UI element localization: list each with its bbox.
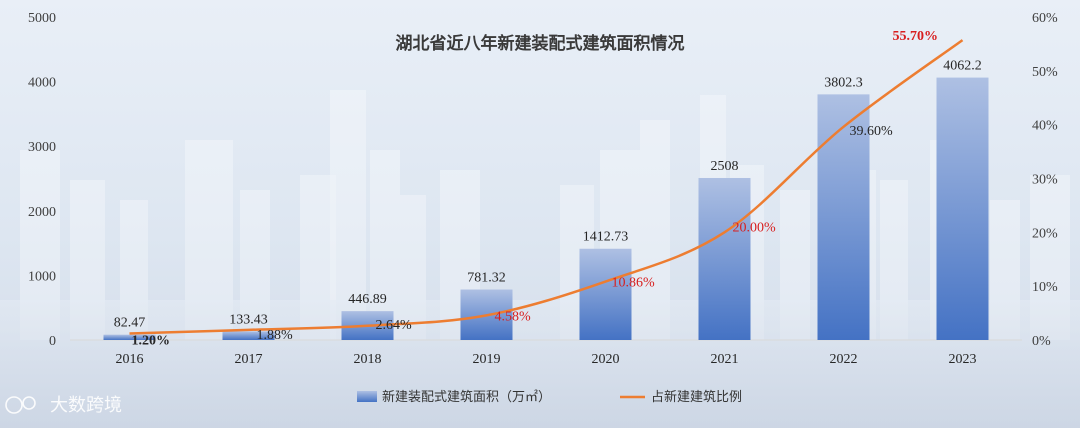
bar — [698, 177, 751, 340]
bar-value-label: 446.89 — [348, 292, 387, 307]
x-tick-label: 2016 — [116, 352, 144, 367]
bar-value-labels: 82.47 133.43 446.89 781.32 1412.73 2508 3802.3… — [114, 59, 982, 331]
percentage-label: 55.70% — [893, 29, 939, 44]
bar-value-label: 2508 — [711, 159, 739, 174]
bar — [817, 94, 870, 340]
legend: 新建装配式建筑面积（万㎡） 占新建建筑比例 — [357, 389, 742, 405]
bar-value-label: 3802.3 — [824, 75, 863, 90]
percentage-label: 1.20% — [132, 334, 171, 349]
bar — [579, 248, 632, 340]
percentage-label: 10.86% — [612, 276, 656, 291]
logo-icon — [5, 396, 23, 414]
bar-value-label: 781.32 — [467, 271, 506, 286]
y-right-tick-label: 50% — [1032, 65, 1058, 80]
legend-bar-label: 新建装配式建筑面积（万㎡） — [382, 389, 551, 405]
y-right-tick-label: 40% — [1032, 119, 1058, 134]
percentage-label: 20.00% — [733, 220, 777, 235]
bar-value-label: 4062.2 — [943, 59, 982, 74]
y-left-tick-label: 3000 — [28, 140, 56, 155]
x-tick-label: 2019 — [473, 352, 501, 367]
x-tick-label: 2018 — [354, 352, 382, 367]
y-right-tick-label: 20% — [1032, 226, 1058, 241]
floor-background — [0, 300, 1080, 428]
percentage-label: 1.88% — [257, 328, 294, 343]
legend-bar-swatch — [357, 391, 377, 402]
logo-icon-secondary — [22, 396, 36, 410]
bar — [936, 77, 989, 340]
bar-value-label: 133.43 — [229, 312, 268, 327]
y-axis-right-ticks: 0% 10% 20% 30% 40% 50% 60% — [1032, 11, 1058, 349]
chart-title: 湖北省近八年新建装配式建筑面积情况 — [396, 33, 685, 54]
y-left-tick-label: 2000 — [28, 205, 56, 220]
x-tick-label: 2022 — [830, 352, 858, 367]
y-right-tick-label: 10% — [1032, 280, 1058, 295]
watermark-text: 大数跨境 — [50, 395, 122, 416]
bar-value-label: 1412.73 — [583, 230, 629, 245]
bar — [222, 331, 275, 340]
percentage-label: 4.58% — [495, 309, 532, 324]
percentage-label: 2.64% — [376, 318, 413, 333]
y-right-tick-label: 60% — [1032, 11, 1058, 26]
x-tick-label: 2021 — [711, 352, 739, 367]
y-right-tick-label: 30% — [1032, 173, 1058, 188]
legend-line-label: 占新建建筑比例 — [651, 389, 742, 405]
x-tick-label: 2017 — [235, 352, 263, 367]
x-axis-ticks: 2016 2017 2018 2019 2020 2021 2022 2023 — [116, 352, 977, 367]
y-left-tick-label: 0 — [49, 334, 56, 349]
bar — [103, 334, 156, 340]
bar-value-label: 82.47 — [114, 316, 146, 331]
percentage-labels: 1.20% 1.88% 2.64% 4.58% 10.86% 20.00% 39.60% 55… — [132, 29, 939, 348]
x-tick-label: 2023 — [949, 352, 977, 367]
y-left-tick-label: 5000 — [28, 11, 56, 26]
watermark: 大数跨境 — [5, 395, 122, 416]
percentage-line — [129, 39, 964, 335]
percentage-label: 39.60% — [850, 124, 894, 139]
y-left-tick-label: 1000 — [28, 269, 56, 284]
y-axis-left-ticks: 0 1000 2000 3000 4000 5000 — [28, 11, 56, 349]
y-left-tick-label: 4000 — [28, 76, 56, 91]
bar-series — [103, 77, 989, 340]
x-tick-label: 2020 — [592, 352, 620, 367]
y-right-tick-label: 0% — [1032, 334, 1051, 349]
skyline-building — [330, 90, 366, 340]
